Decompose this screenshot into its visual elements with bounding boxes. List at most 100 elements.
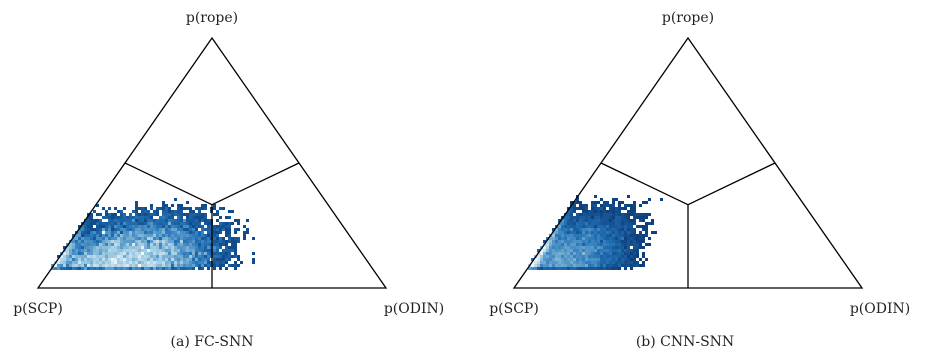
density-cell <box>174 267 177 270</box>
density-cell <box>627 249 630 252</box>
density-cell <box>144 213 147 216</box>
density-cell <box>135 222 138 225</box>
density-cell <box>624 261 627 264</box>
density-cell <box>216 231 219 234</box>
density-cell <box>549 243 552 246</box>
density-cell <box>114 258 117 261</box>
density-cell <box>147 213 150 216</box>
density-cell <box>645 222 648 225</box>
density-cell <box>207 225 210 228</box>
density-cell <box>99 252 102 255</box>
density-cell <box>594 201 597 204</box>
density-cell <box>201 213 204 216</box>
density-cell <box>582 207 585 210</box>
density-cell <box>75 252 78 255</box>
density-cell <box>105 234 108 237</box>
density-cell <box>132 267 135 270</box>
density-cell <box>51 267 54 270</box>
density-cell <box>570 219 573 222</box>
density-cell <box>642 237 645 240</box>
density-cell <box>186 252 189 255</box>
density-cell <box>186 219 189 222</box>
density-cell <box>603 228 606 231</box>
density-cell <box>126 222 129 225</box>
density-cell <box>162 261 165 264</box>
density-cell <box>102 261 105 264</box>
density-cell <box>87 237 90 240</box>
density-cell <box>237 222 240 225</box>
density-cell <box>192 267 195 270</box>
density-cell <box>234 243 237 246</box>
density-cell <box>531 264 534 267</box>
density-cell <box>591 258 594 261</box>
density-cell <box>165 231 168 234</box>
density-cell <box>606 246 609 249</box>
density-cell <box>648 222 651 225</box>
density-cell <box>573 258 576 261</box>
density-cell <box>585 255 588 258</box>
density-cell <box>618 237 621 240</box>
density-cell <box>177 225 180 228</box>
density-cell <box>171 231 174 234</box>
density-cell <box>201 249 204 252</box>
density-cell <box>594 246 597 249</box>
density-cell <box>147 240 150 243</box>
density-cell <box>213 261 216 264</box>
density-cell <box>129 255 132 258</box>
density-cell <box>84 261 87 264</box>
density-cell <box>606 216 609 219</box>
density-cell <box>96 219 99 222</box>
density-cell <box>156 258 159 261</box>
density-cell <box>621 234 624 237</box>
density-cell <box>156 222 159 225</box>
density-cell <box>60 258 63 261</box>
density-cell <box>90 234 93 237</box>
density-cell <box>609 219 612 222</box>
density-cell <box>627 240 630 243</box>
density-cell <box>588 246 591 249</box>
density-cell <box>642 225 645 228</box>
density-cell <box>171 264 174 267</box>
density-cell <box>603 225 606 228</box>
density-cell <box>66 267 69 270</box>
density-cell <box>546 264 549 267</box>
density-cell <box>96 231 99 234</box>
density-cell <box>633 204 636 207</box>
density-cell <box>204 249 207 252</box>
density-cell <box>609 228 612 231</box>
density-cell <box>546 261 549 264</box>
density-cell <box>234 237 237 240</box>
density-cell <box>639 258 642 261</box>
density-cell <box>105 225 108 228</box>
density-cell <box>564 264 567 267</box>
density-cell <box>72 243 75 246</box>
density-cell <box>108 228 111 231</box>
density-cell <box>135 249 138 252</box>
density-cell <box>108 213 111 216</box>
density-cell <box>615 198 618 201</box>
density-cell <box>582 225 585 228</box>
density-cell <box>180 234 183 237</box>
density-cell <box>180 225 183 228</box>
density-cell <box>561 231 564 234</box>
density-cell <box>537 261 540 264</box>
density-cell <box>588 234 591 237</box>
density-cell <box>204 213 207 216</box>
density-cell <box>237 228 240 231</box>
density-cell <box>189 264 192 267</box>
density-cell <box>114 231 117 234</box>
density-cell <box>585 243 588 246</box>
density-cell <box>174 225 177 228</box>
density-cell <box>114 255 117 258</box>
density-cell <box>135 213 138 216</box>
density-cell <box>549 246 552 249</box>
density-cell <box>582 249 585 252</box>
density-cell <box>138 231 141 234</box>
density-cell <box>579 267 582 270</box>
density-cell <box>132 216 135 219</box>
density-cell <box>198 237 201 240</box>
density-cell <box>93 240 96 243</box>
density-cell <box>123 261 126 264</box>
density-cell <box>642 240 645 243</box>
density-cell <box>87 243 90 246</box>
